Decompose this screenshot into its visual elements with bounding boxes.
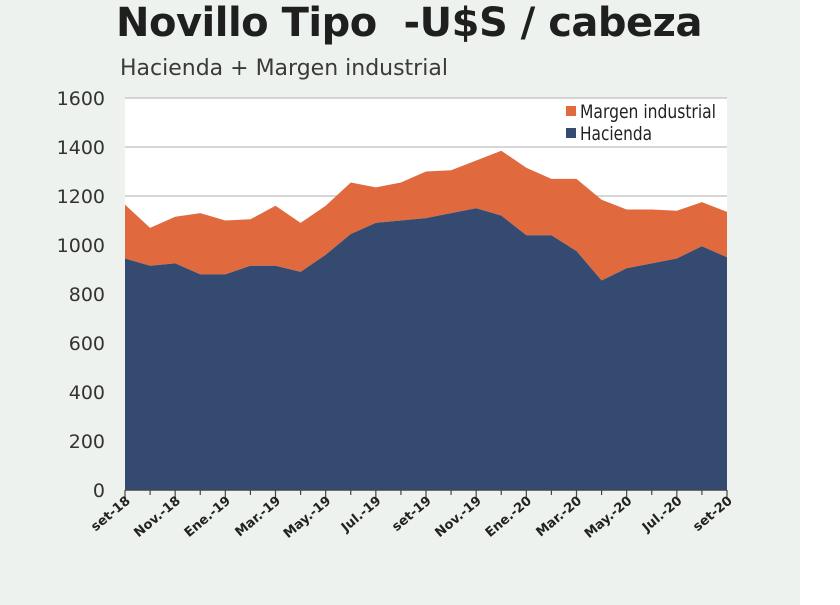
legend-swatch bbox=[566, 128, 576, 138]
x-tick-label: Mar.-19 bbox=[233, 494, 285, 541]
y-tick-label: 200 bbox=[69, 431, 105, 453]
chart-title: Novillo Tipo -U$S / cabeza bbox=[116, 0, 702, 46]
y-tick-label: 400 bbox=[69, 382, 105, 404]
x-tick-label: Mar.-20 bbox=[534, 494, 586, 541]
x-tick-label: May.-20 bbox=[582, 494, 635, 542]
y-tick-label: 1000 bbox=[57, 235, 105, 257]
x-tick-label: set-20 bbox=[690, 494, 735, 535]
area-hacienda bbox=[125, 208, 727, 491]
x-tick-label: Ene.-20 bbox=[483, 494, 535, 541]
chart-subtitle: Hacienda + Margen industrial bbox=[120, 56, 448, 81]
area-margen-industrial bbox=[125, 150, 727, 281]
y-tick-label: 1600 bbox=[57, 88, 105, 110]
x-tick-label: set-19 bbox=[389, 494, 434, 535]
x-tick-label: Jul.-20 bbox=[639, 494, 685, 536]
y-tick-label: 600 bbox=[69, 333, 105, 355]
x-tick-label: May.-19 bbox=[281, 494, 334, 542]
legend-swatch bbox=[566, 106, 576, 116]
y-tick-label: 800 bbox=[69, 284, 105, 306]
y-tick-label: 0 bbox=[93, 480, 105, 502]
legend-label: Hacienda bbox=[580, 123, 652, 145]
x-tick-label: Nov.-18 bbox=[131, 494, 183, 541]
x-tick-label: Ene.-19 bbox=[182, 494, 234, 541]
y-tick-label: 1400 bbox=[57, 137, 105, 159]
legend-label: Margen industrial bbox=[580, 101, 716, 123]
y-tick-label: 1200 bbox=[57, 186, 105, 208]
x-tick-label: Jul.-19 bbox=[338, 494, 384, 536]
x-tick-label: Nov.-19 bbox=[432, 494, 484, 541]
